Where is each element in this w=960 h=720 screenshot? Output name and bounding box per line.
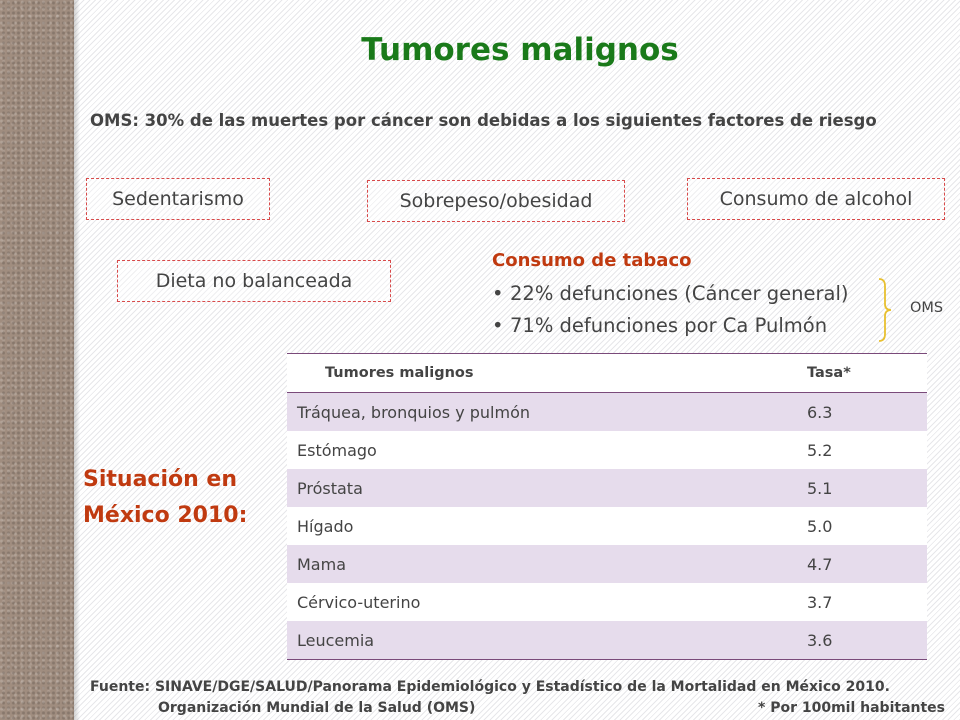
table-row: Mama 4.7 xyxy=(287,545,927,583)
table-row: Hígado 5.0 xyxy=(287,507,927,545)
source-line-2: Organización Mundial de la Salud (OMS) *… xyxy=(90,698,945,719)
source-line-1: Fuente: SINAVE/DGE/SALUD/Panorama Epidem… xyxy=(90,679,890,695)
risk-factor-sobrepeso: Sobrepeso/obesidad xyxy=(367,180,625,222)
bullet-icon: • xyxy=(492,282,504,305)
risk-factor-sedentarismo: Sedentarismo xyxy=(86,178,270,220)
table-row: Estómago 5.2 xyxy=(287,431,927,469)
header-tasa: Tasa* xyxy=(797,353,927,393)
brace-icon xyxy=(878,278,892,342)
cell-tasa: 4.7 xyxy=(797,545,927,583)
source-footer: Fuente: SINAVE/DGE/SALUD/Panorama Epidem… xyxy=(90,677,950,719)
cell-tasa: 3.7 xyxy=(797,583,927,621)
bullet-icon: • xyxy=(492,314,504,337)
tabaco-item-text: 71% defunciones por Ca Pulmón xyxy=(510,314,828,337)
cell-tasa: 5.0 xyxy=(797,507,927,545)
decorative-sidebar xyxy=(0,0,74,720)
header-tumores: Tumores malignos xyxy=(287,353,797,393)
cell-tumor: Cérvico-uterino xyxy=(287,583,797,621)
table-row: Tráquea, bronquios y pulmón 6.3 xyxy=(287,392,927,431)
tumor-rate-table: Tumores malignos Tasa* Tráquea, bronquio… xyxy=(287,353,927,660)
table-header-row: Tumores malignos Tasa* xyxy=(287,353,927,393)
oms-source-label: OMS xyxy=(910,300,944,316)
slide-subtitle: OMS: 30% de las muertes por cáncer son d… xyxy=(90,111,877,130)
cell-tasa: 6.3 xyxy=(797,392,927,431)
tabaco-heading: Consumo de tabaco xyxy=(492,250,692,271)
slide-title: Tumores malignos xyxy=(361,32,679,68)
table-row: Cérvico-uterino 3.7 xyxy=(287,583,927,621)
risk-factor-alcohol: Consumo de alcohol xyxy=(687,178,945,220)
table-row: Leucemia 3.6 xyxy=(287,621,927,660)
cell-tumor: Tráquea, bronquios y pulmón xyxy=(287,392,797,431)
cell-tasa: 5.2 xyxy=(797,431,927,469)
sidebar-shadow xyxy=(74,0,80,720)
list-item: • 22% defunciones (Cáncer general) xyxy=(492,278,848,310)
cell-tasa: 5.1 xyxy=(797,469,927,507)
list-item: • 71% defunciones por Ca Pulmón xyxy=(492,310,848,342)
cell-tasa: 3.6 xyxy=(797,621,927,660)
cell-tumor: Leucemia xyxy=(287,621,797,660)
tabaco-item-text: 22% defunciones (Cáncer general) xyxy=(510,282,849,305)
cell-tumor: Hígado xyxy=(287,507,797,545)
rate-footnote: * Por 100mil habitantes xyxy=(758,700,945,716)
risk-factor-dieta: Dieta no balanceada xyxy=(117,260,391,302)
cell-tumor: Próstata xyxy=(287,469,797,507)
source-oms: Organización Mundial de la Salud (OMS) xyxy=(158,700,476,716)
situacion-heading: Situación en México 2010: xyxy=(83,467,248,528)
tabaco-list: • 22% defunciones (Cáncer general) • 71% d… xyxy=(492,278,848,342)
cell-tumor: Estómago xyxy=(287,431,797,469)
cell-tumor: Mama xyxy=(287,545,797,583)
table-row: Próstata 5.1 xyxy=(287,469,927,507)
